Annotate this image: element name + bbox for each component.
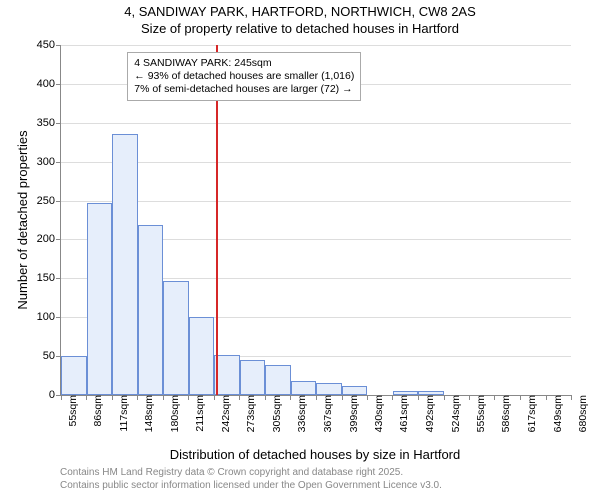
xtick-mark bbox=[239, 395, 240, 400]
ytick-label: 0 bbox=[49, 389, 61, 401]
xtick-label: 430sqm bbox=[371, 395, 385, 432]
ytick-label: 100 bbox=[37, 311, 61, 323]
gridline-h bbox=[61, 45, 571, 46]
histogram-bar bbox=[342, 386, 368, 395]
histogram-chart: 4, SANDIWAY PARK, HARTFORD, NORTHWICH, C… bbox=[0, 0, 600, 500]
xtick-label: 492sqm bbox=[422, 395, 436, 432]
x-axis-label: Distribution of detached houses by size … bbox=[60, 447, 570, 462]
xtick-mark bbox=[520, 395, 521, 400]
xtick-label: 305sqm bbox=[269, 395, 283, 432]
xtick-mark bbox=[546, 395, 547, 400]
xtick-label: 336sqm bbox=[294, 395, 308, 432]
histogram-bar bbox=[189, 317, 215, 395]
xtick-mark bbox=[214, 395, 215, 400]
ytick-label: 250 bbox=[37, 195, 61, 207]
annotation-line2: ← 93% of detached houses are smaller (1,… bbox=[134, 70, 354, 83]
xtick-mark bbox=[392, 395, 393, 400]
xtick-mark bbox=[571, 395, 572, 400]
gridline-h bbox=[61, 162, 571, 163]
xtick-mark bbox=[163, 395, 164, 400]
xtick-mark bbox=[61, 395, 62, 400]
histogram-bar bbox=[61, 356, 87, 395]
xtick-mark bbox=[86, 395, 87, 400]
ytick-label: 450 bbox=[37, 39, 61, 51]
xtick-label: 86sqm bbox=[90, 395, 104, 427]
xtick-label: 242sqm bbox=[218, 395, 232, 432]
xtick-mark bbox=[265, 395, 266, 400]
xtick-label: 617sqm bbox=[524, 395, 538, 432]
ytick-label: 400 bbox=[37, 78, 61, 90]
xtick-mark bbox=[469, 395, 470, 400]
xtick-label: 524sqm bbox=[448, 395, 462, 432]
xtick-label: 211sqm bbox=[192, 395, 206, 432]
xtick-label: 399sqm bbox=[346, 395, 360, 432]
annotation-box: 4 SANDIWAY PARK: 245sqm ← 93% of detache… bbox=[127, 52, 361, 101]
histogram-bar bbox=[316, 383, 342, 395]
xtick-label: 148sqm bbox=[141, 395, 155, 432]
histogram-bar bbox=[138, 225, 164, 395]
xtick-mark bbox=[444, 395, 445, 400]
xtick-mark bbox=[494, 395, 495, 400]
xtick-mark bbox=[188, 395, 189, 400]
annotation-line3: 7% of semi-detached houses are larger (7… bbox=[134, 83, 354, 96]
ytick-label: 200 bbox=[37, 233, 61, 245]
ytick-label: 50 bbox=[43, 350, 61, 362]
chart-title-line2: Size of property relative to detached ho… bbox=[0, 21, 600, 36]
xtick-label: 649sqm bbox=[550, 395, 564, 432]
xtick-mark bbox=[316, 395, 317, 400]
xtick-label: 117sqm bbox=[116, 395, 130, 432]
xtick-label: 180sqm bbox=[167, 395, 181, 432]
xtick-mark bbox=[342, 395, 343, 400]
attribution-text: Contains HM Land Registry data © Crown c… bbox=[60, 467, 442, 492]
xtick-label: 461sqm bbox=[396, 395, 410, 432]
ytick-label: 300 bbox=[37, 156, 61, 168]
xtick-mark bbox=[137, 395, 138, 400]
xtick-mark bbox=[290, 395, 291, 400]
xtick-label: 55sqm bbox=[65, 395, 79, 427]
gridline-h bbox=[61, 123, 571, 124]
xtick-label: 273sqm bbox=[243, 395, 257, 432]
attribution-line1: Contains HM Land Registry data © Crown c… bbox=[60, 467, 442, 480]
gridline-h bbox=[61, 201, 571, 202]
plot-area: 05010015020025030035040045055sqm86sqm117… bbox=[60, 45, 571, 396]
histogram-bar bbox=[240, 360, 266, 395]
annotation-line1: 4 SANDIWAY PARK: 245sqm bbox=[134, 57, 354, 70]
xtick-label: 680sqm bbox=[575, 395, 589, 432]
attribution-line2: Contains public sector information licen… bbox=[60, 480, 442, 493]
histogram-bar bbox=[87, 203, 113, 395]
xtick-label: 555sqm bbox=[473, 395, 487, 432]
xtick-mark bbox=[367, 395, 368, 400]
ytick-label: 150 bbox=[37, 272, 61, 284]
xtick-label: 586sqm bbox=[498, 395, 512, 432]
histogram-bar bbox=[291, 381, 317, 395]
chart-title-line1: 4, SANDIWAY PARK, HARTFORD, NORTHWICH, C… bbox=[0, 0, 600, 21]
xtick-mark bbox=[418, 395, 419, 400]
xtick-label: 367sqm bbox=[320, 395, 334, 432]
histogram-bar bbox=[265, 365, 291, 395]
xtick-mark bbox=[112, 395, 113, 400]
ytick-label: 350 bbox=[37, 117, 61, 129]
y-axis-label: Number of detached properties bbox=[15, 130, 30, 309]
histogram-bar bbox=[112, 134, 138, 395]
histogram-bar bbox=[163, 281, 189, 395]
